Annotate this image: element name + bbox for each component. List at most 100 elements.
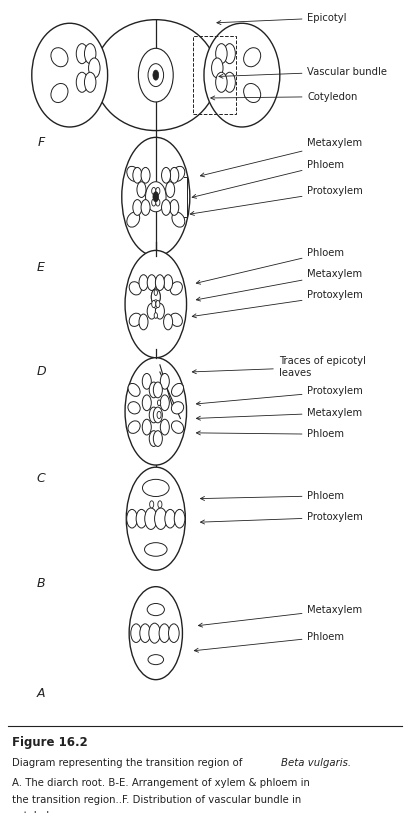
Circle shape — [223, 44, 235, 63]
Circle shape — [223, 72, 235, 93]
Circle shape — [149, 382, 158, 398]
Circle shape — [88, 58, 100, 78]
Circle shape — [121, 137, 189, 256]
Circle shape — [126, 510, 137, 528]
Ellipse shape — [129, 313, 141, 326]
Text: Metaxylem: Metaxylem — [196, 269, 362, 301]
Circle shape — [141, 200, 150, 215]
Ellipse shape — [126, 212, 139, 227]
Ellipse shape — [51, 84, 68, 102]
Circle shape — [84, 44, 96, 63]
Circle shape — [133, 167, 142, 183]
Circle shape — [155, 199, 160, 206]
Ellipse shape — [171, 402, 183, 414]
Circle shape — [164, 510, 175, 528]
Circle shape — [149, 431, 158, 446]
Circle shape — [169, 167, 178, 183]
Circle shape — [161, 167, 170, 183]
Ellipse shape — [170, 313, 182, 326]
Circle shape — [139, 314, 148, 330]
Circle shape — [155, 301, 160, 307]
Text: E: E — [37, 261, 45, 274]
Circle shape — [163, 275, 172, 290]
Text: Epicotyl: Epicotyl — [216, 13, 346, 24]
Circle shape — [151, 301, 155, 307]
Circle shape — [142, 420, 151, 435]
Ellipse shape — [51, 48, 68, 67]
Circle shape — [147, 275, 156, 290]
Ellipse shape — [171, 421, 183, 433]
Circle shape — [148, 623, 160, 643]
Circle shape — [160, 420, 169, 435]
Text: Phloem: Phloem — [192, 159, 344, 198]
Ellipse shape — [243, 84, 260, 102]
Circle shape — [136, 510, 146, 528]
Ellipse shape — [171, 167, 184, 181]
Circle shape — [153, 407, 162, 423]
Circle shape — [139, 624, 150, 642]
Ellipse shape — [128, 402, 140, 414]
Text: C: C — [36, 472, 45, 485]
Ellipse shape — [171, 384, 183, 397]
Ellipse shape — [32, 24, 107, 127]
Ellipse shape — [142, 480, 169, 497]
Text: Metaxylem: Metaxylem — [196, 408, 362, 420]
Circle shape — [125, 250, 186, 358]
Circle shape — [161, 200, 170, 215]
Text: Traces of epicotyl
leaves: Traces of epicotyl leaves — [192, 356, 365, 378]
Circle shape — [151, 289, 160, 305]
Text: Metaxylem: Metaxylem — [200, 138, 362, 177]
Ellipse shape — [129, 282, 141, 295]
Text: Phloem: Phloem — [196, 247, 344, 285]
Bar — [192, 36, 235, 115]
Text: A: A — [37, 687, 45, 700]
Circle shape — [160, 373, 169, 389]
Circle shape — [151, 289, 160, 305]
Ellipse shape — [128, 421, 140, 433]
Text: A. The diarch root. B-E. Arrangement of xylem & phloem in: A. The diarch root. B-E. Arrangement of … — [12, 778, 310, 788]
Circle shape — [174, 510, 184, 528]
Text: B: B — [36, 577, 45, 590]
Text: Phloem: Phloem — [196, 429, 344, 439]
Circle shape — [142, 373, 151, 389]
Circle shape — [76, 44, 88, 63]
Circle shape — [153, 382, 162, 398]
Text: Protoxylem: Protoxylem — [190, 186, 362, 215]
Circle shape — [169, 200, 178, 215]
Circle shape — [159, 624, 169, 642]
Circle shape — [147, 303, 156, 319]
Circle shape — [157, 400, 160, 406]
Circle shape — [149, 501, 153, 508]
Ellipse shape — [126, 167, 139, 181]
Circle shape — [130, 624, 141, 642]
Circle shape — [215, 44, 227, 63]
Circle shape — [84, 72, 96, 93]
Circle shape — [155, 275, 164, 290]
Text: D: D — [36, 365, 46, 378]
Ellipse shape — [147, 603, 164, 615]
Circle shape — [157, 411, 161, 419]
Circle shape — [153, 431, 162, 446]
Circle shape — [154, 289, 157, 295]
Ellipse shape — [128, 384, 140, 397]
Circle shape — [155, 188, 160, 194]
Circle shape — [151, 199, 155, 206]
Circle shape — [76, 72, 88, 93]
Text: Cotyledon: Cotyledon — [210, 92, 357, 102]
Ellipse shape — [204, 24, 279, 127]
Circle shape — [137, 182, 146, 198]
Circle shape — [129, 587, 182, 680]
Circle shape — [165, 182, 174, 198]
Circle shape — [141, 167, 150, 183]
Circle shape — [149, 407, 158, 423]
Text: Figure 16.2: Figure 16.2 — [12, 736, 88, 749]
Ellipse shape — [148, 63, 163, 86]
Circle shape — [160, 395, 169, 411]
Circle shape — [153, 300, 158, 308]
Text: Metaxylem: Metaxylem — [198, 605, 362, 627]
Circle shape — [155, 303, 164, 319]
Ellipse shape — [145, 182, 166, 211]
Text: cotyledons.: cotyledons. — [12, 811, 70, 813]
Circle shape — [144, 508, 157, 529]
Ellipse shape — [94, 20, 217, 131]
